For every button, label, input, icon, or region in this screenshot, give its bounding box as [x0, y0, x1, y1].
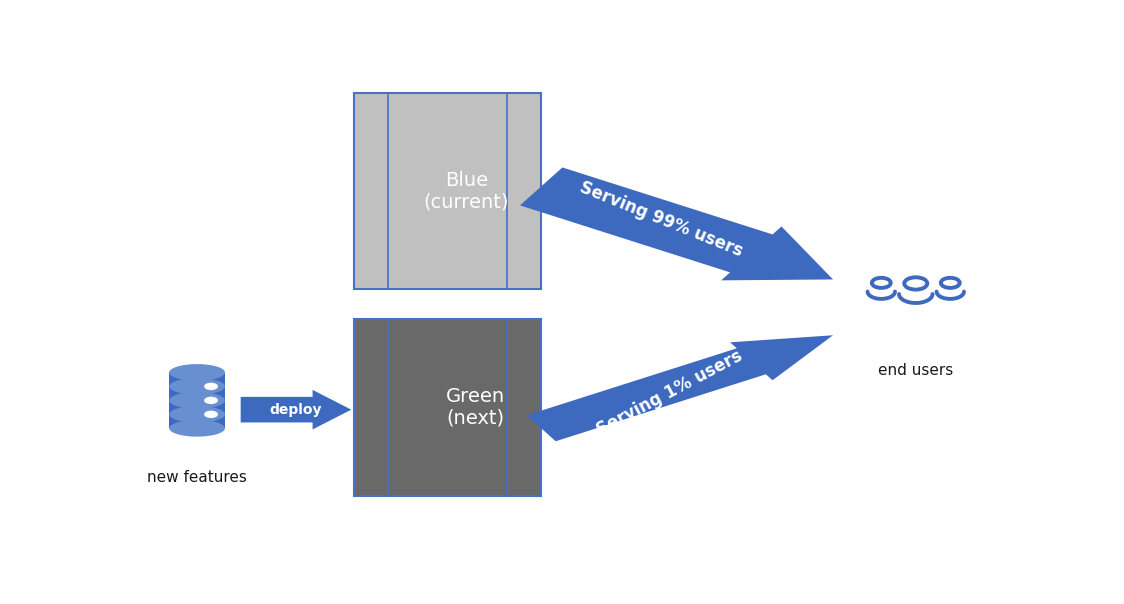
Bar — [170, 373, 225, 428]
Text: Green
(next): Green (next) — [446, 387, 505, 428]
Polygon shape — [527, 335, 833, 442]
Text: new features: new features — [147, 470, 247, 485]
Circle shape — [205, 411, 218, 418]
Text: end users: end users — [878, 363, 953, 378]
Bar — [354, 319, 541, 496]
Text: Blue
(current): Blue (current) — [424, 170, 509, 211]
Ellipse shape — [170, 378, 225, 395]
Ellipse shape — [170, 392, 225, 409]
Ellipse shape — [170, 364, 225, 381]
Circle shape — [205, 397, 218, 404]
Circle shape — [205, 383, 218, 390]
Ellipse shape — [170, 420, 225, 437]
Polygon shape — [241, 390, 352, 429]
Text: Serving 99% users: Serving 99% users — [577, 178, 745, 260]
Polygon shape — [520, 167, 833, 280]
Ellipse shape — [170, 406, 225, 423]
Text: deploy: deploy — [270, 403, 323, 417]
Text: Serving 1% users: Serving 1% users — [593, 347, 745, 440]
Bar — [354, 94, 541, 289]
